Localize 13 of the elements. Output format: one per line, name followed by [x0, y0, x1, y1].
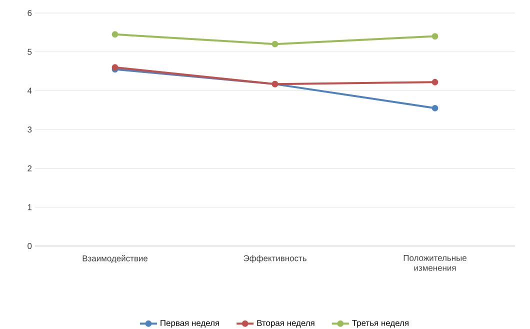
- y-tick-label: 6: [28, 10, 32, 16]
- y-tick-label: 5: [28, 48, 32, 55]
- y-tick-label: 1: [28, 204, 32, 210]
- y-tick-label: 3: [28, 126, 32, 132]
- y-tick-label: 2: [28, 165, 32, 172]
- legend-label: Третья неделя: [352, 320, 408, 328]
- x-tick-label: Положительные изменения: [404, 255, 466, 271]
- y-tick-label: 0: [28, 243, 32, 249]
- legend-label: Первая неделя: [160, 320, 220, 328]
- legend-label: Вторая неделя: [257, 320, 314, 328]
- y-tick-label: 4: [27, 88, 32, 94]
- x-tick-label: Эффективность: [244, 255, 306, 263]
- x-tick-label: Взаимодействие: [82, 255, 148, 263]
